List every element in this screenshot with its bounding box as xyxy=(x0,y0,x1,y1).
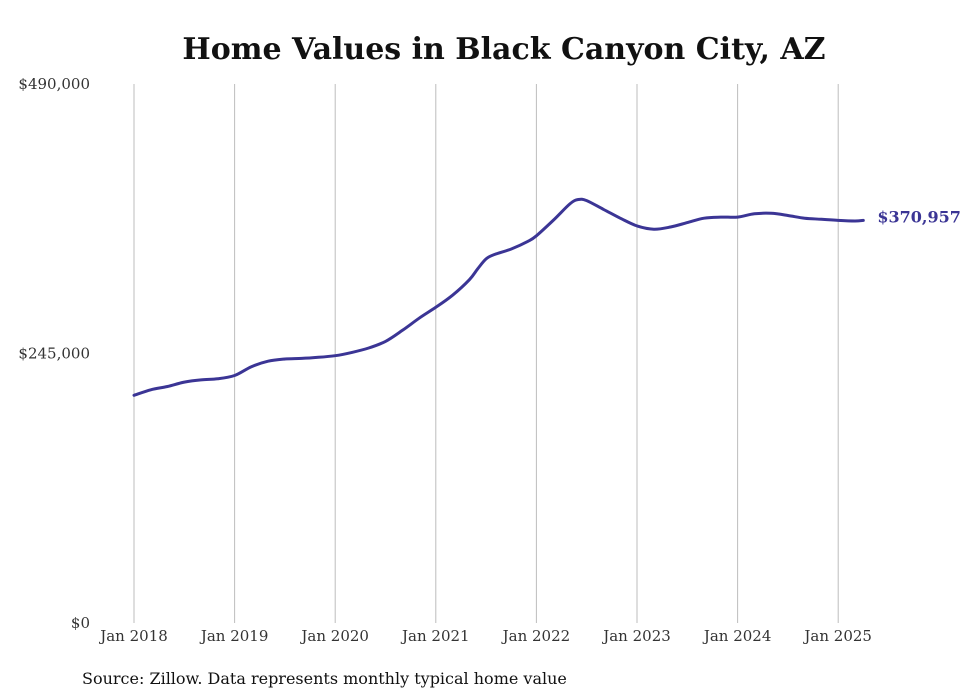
x-axis: Jan 2018 Jan 2019 Jan 2020 Jan 2021 Jan 2022… xyxy=(98,627,872,645)
end-value-label: $370,957 xyxy=(877,207,961,226)
x-tick-label: Jan 2018 xyxy=(98,627,168,645)
x-tick-label: Jan 2022 xyxy=(501,627,571,645)
y-tick-label: $245,000 xyxy=(18,345,90,363)
x-tick-label: Jan 2023 xyxy=(601,627,671,645)
y-tick-label: $490,000 xyxy=(18,75,90,93)
series-line xyxy=(132,197,865,397)
y-tick-label: $0 xyxy=(71,614,90,632)
y-axis: $490,000 $245,000 $0 xyxy=(18,75,90,632)
x-tick-label: Jan 2020 xyxy=(299,627,369,645)
x-tick-label: Jan 2025 xyxy=(802,627,872,645)
grid-lines xyxy=(133,84,839,623)
chart-title: Home Values in Black Canyon City, AZ xyxy=(182,32,825,67)
source-note: Source: Zillow. Data represents monthly … xyxy=(82,669,567,688)
x-tick-label: Jan 2019 xyxy=(199,627,269,645)
x-tick-label: Jan 2021 xyxy=(400,627,470,645)
x-tick-label: Jan 2024 xyxy=(702,627,772,645)
